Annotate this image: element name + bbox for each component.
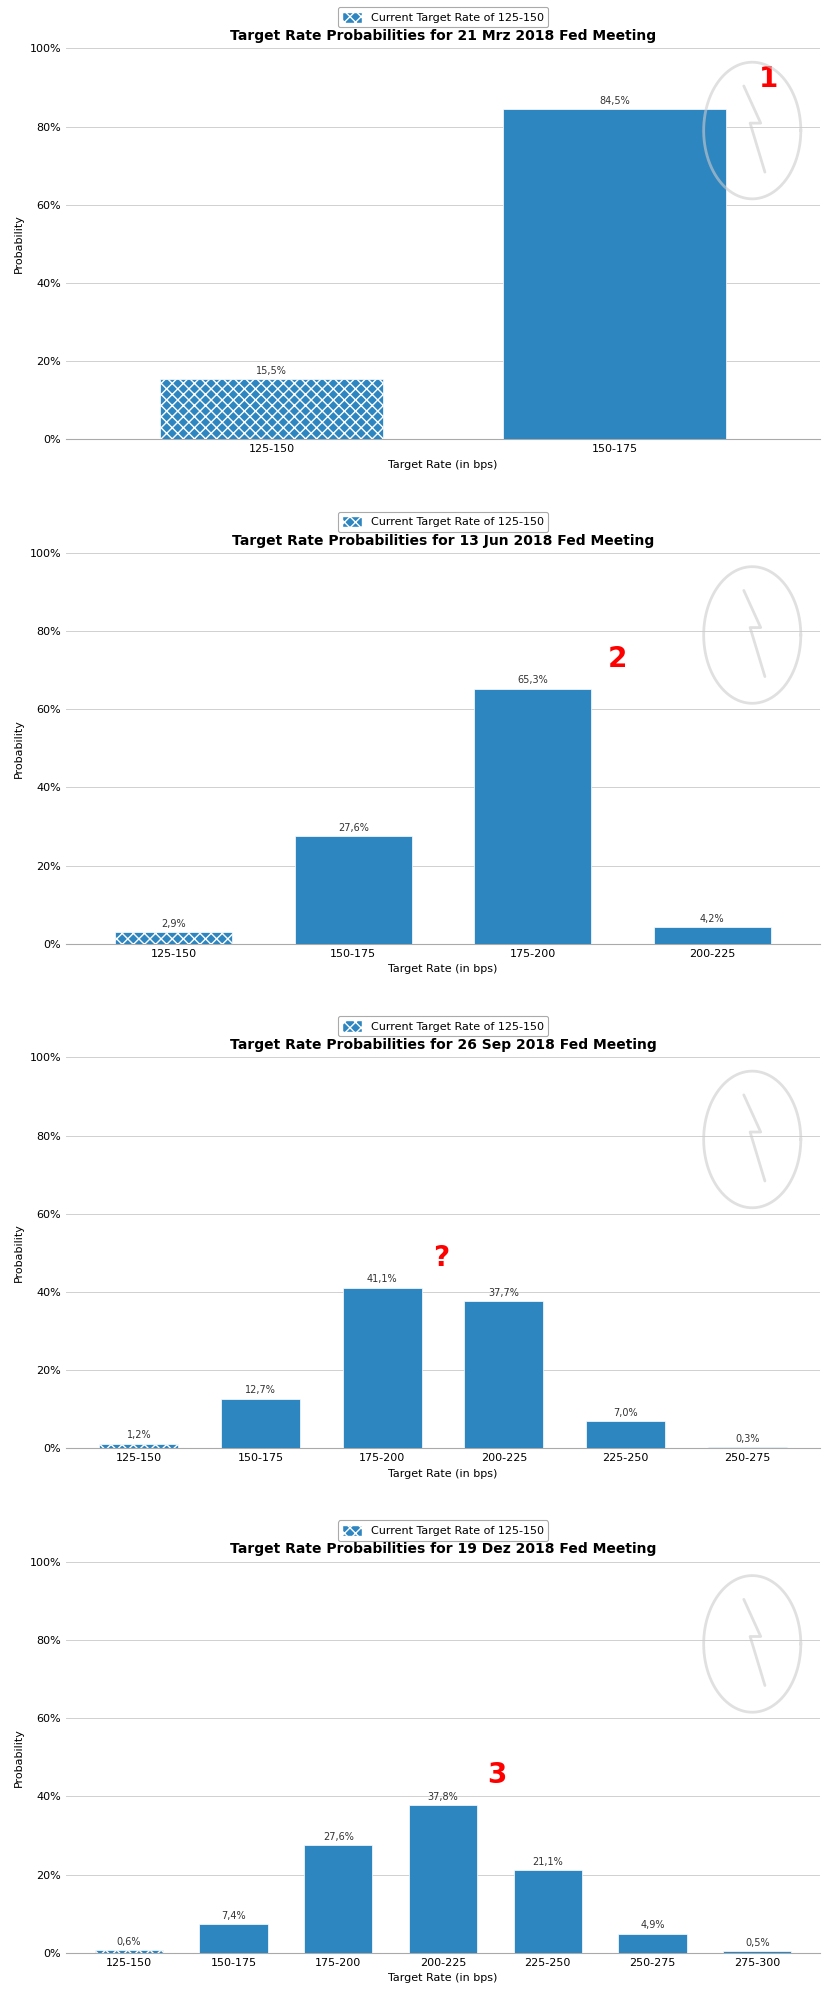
Text: 37,7%: 37,7% (489, 1288, 520, 1298)
Text: 0,6%: 0,6% (117, 1937, 141, 1947)
Bar (221, 1398, 300, 1448)
Text: 41,1%: 41,1% (367, 1274, 398, 1284)
Bar (654, 927, 771, 945)
Text: 1: 1 (758, 66, 777, 94)
Text: 0,3%: 0,3% (735, 1434, 760, 1444)
Legend: Current Target Rate of 125-150: Current Target Rate of 125-150 (338, 8, 549, 28)
Text: ?: ? (434, 1244, 450, 1272)
Bar (586, 1422, 665, 1448)
Legend: Current Target Rate of 125-150: Current Target Rate of 125-150 (338, 1520, 549, 1542)
Text: 27,6%: 27,6% (338, 823, 369, 833)
Bar (409, 1805, 477, 1953)
Bar (343, 1288, 422, 1448)
Bar (475, 689, 591, 945)
Y-axis label: Probability: Probability (14, 1224, 24, 1282)
Title: Target Rate Probabilities for 13 Jun 2018 Fed Meeting: Target Rate Probabilities for 13 Jun 201… (232, 533, 654, 547)
Text: 27,6%: 27,6% (323, 1831, 354, 1841)
Bar (199, 1923, 268, 1953)
Legend: Current Target Rate of 125-150: Current Target Rate of 125-150 (338, 1016, 549, 1036)
Bar (115, 933, 232, 945)
Title: Target Rate Probabilities for 21 Mrz 2018 Fed Meeting: Target Rate Probabilities for 21 Mrz 201… (230, 30, 656, 44)
Text: 1,2%: 1,2% (127, 1430, 151, 1440)
Bar (619, 1933, 686, 1953)
Text: 65,3%: 65,3% (517, 675, 548, 685)
Legend: Current Target Rate of 125-150: Current Target Rate of 125-150 (338, 511, 549, 531)
Text: 4,9%: 4,9% (641, 1921, 665, 1931)
Text: 84,5%: 84,5% (599, 96, 630, 106)
Text: 37,8%: 37,8% (428, 1791, 459, 1801)
Text: 2: 2 (608, 645, 628, 673)
Bar (304, 1845, 372, 1953)
Bar (95, 1951, 163, 1953)
Text: 0,5%: 0,5% (745, 1937, 770, 1947)
Text: 3: 3 (487, 1761, 506, 1789)
Y-axis label: Probability: Probability (14, 719, 24, 777)
Text: 15,5%: 15,5% (256, 365, 287, 375)
Bar (465, 1300, 544, 1448)
Text: 7,0%: 7,0% (613, 1408, 638, 1418)
Y-axis label: Probability: Probability (14, 1727, 24, 1787)
X-axis label: Target Rate (in bps): Target Rate (in bps) (389, 459, 498, 469)
Y-axis label: Probability: Probability (14, 214, 24, 274)
X-axis label: Target Rate (in bps): Target Rate (in bps) (389, 965, 498, 975)
Bar (503, 110, 726, 439)
Text: 12,7%: 12,7% (245, 1386, 276, 1396)
Title: Target Rate Probabilities for 26 Sep 2018 Fed Meeting: Target Rate Probabilities for 26 Sep 201… (229, 1038, 656, 1052)
Text: 2,9%: 2,9% (161, 919, 186, 929)
Bar (160, 379, 383, 439)
Bar (99, 1444, 178, 1448)
Text: 21,1%: 21,1% (532, 1857, 563, 1867)
Bar (514, 1871, 582, 1953)
Bar (295, 837, 412, 945)
Text: 4,2%: 4,2% (700, 915, 725, 925)
X-axis label: Target Rate (in bps): Target Rate (in bps) (389, 1468, 498, 1478)
X-axis label: Target Rate (in bps): Target Rate (in bps) (389, 1973, 498, 1983)
Text: 7,4%: 7,4% (221, 1911, 246, 1921)
Title: Target Rate Probabilities for 19 Dez 2018 Fed Meeting: Target Rate Probabilities for 19 Dez 201… (230, 1542, 656, 1556)
